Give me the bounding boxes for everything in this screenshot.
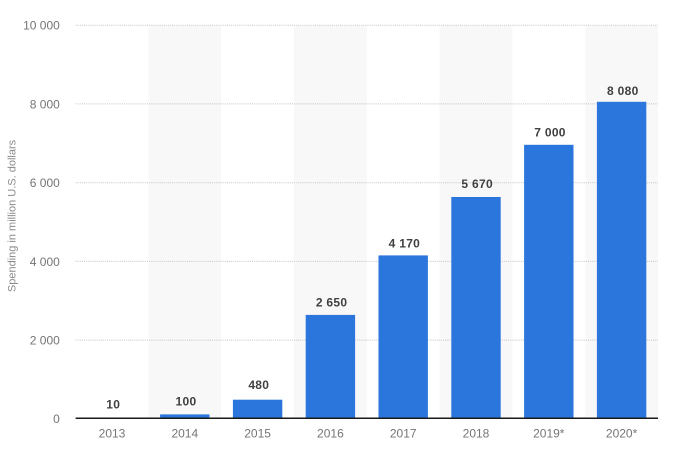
svg-text:7 000: 7 000 [534,126,566,140]
svg-text:2017: 2017 [390,427,417,441]
svg-text:5 670: 5 670 [461,177,493,191]
svg-text:2018: 2018 [463,427,490,441]
svg-text:480: 480 [248,378,269,392]
svg-text:10: 10 [106,398,120,412]
svg-text:2 000: 2 000 [30,334,60,348]
svg-text:4 170: 4 170 [389,236,421,250]
svg-text:2016: 2016 [317,427,344,441]
svg-text:6 000: 6 000 [30,176,60,190]
svg-text:2 650: 2 650 [316,295,348,309]
svg-text:2020*: 2020* [606,427,638,441]
svg-text:Spending in million U.S. dolla: Spending in million U.S. dollars [7,139,19,292]
svg-text:4 000: 4 000 [30,255,60,269]
svg-text:2013: 2013 [99,427,126,441]
svg-text:2015: 2015 [244,427,271,441]
svg-text:100: 100 [176,394,197,408]
svg-text:8 080: 8 080 [607,84,639,98]
svg-text:0: 0 [53,412,60,426]
svg-text:10 000: 10 000 [23,19,60,33]
svg-text:2019*: 2019* [533,427,565,441]
svg-text:2014: 2014 [171,427,198,441]
svg-text:8 000: 8 000 [30,97,60,111]
